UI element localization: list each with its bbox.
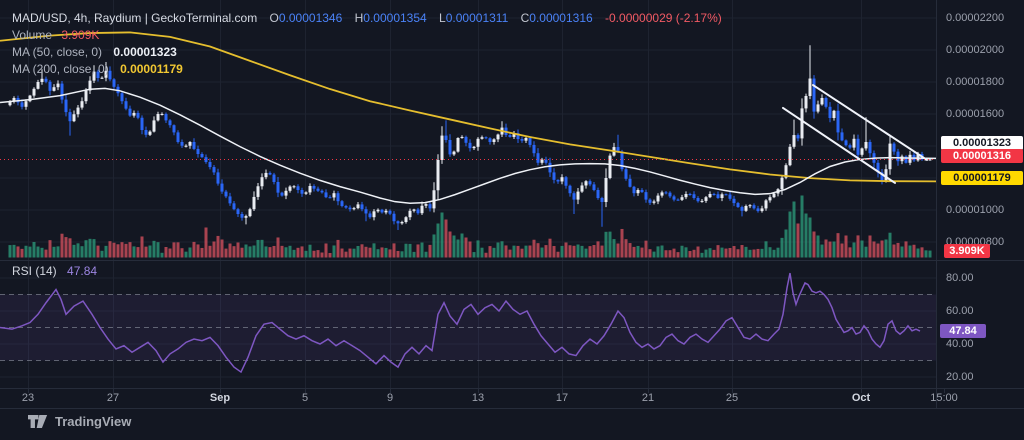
symbol-row[interactable]: MAD/USD, 4h, Raydium | GeckoTerminal.com…	[12, 10, 722, 27]
symbol-title[interactable]: MAD/USD, 4h, Raydium | GeckoTerminal.com	[12, 11, 258, 25]
volume-label: Volume	[12, 28, 53, 42]
close-value: 0.00001316	[529, 11, 593, 25]
volume-value: 3.909K	[61, 28, 100, 42]
tradingview-logo-icon	[28, 414, 48, 429]
open-value: 0.00001346	[278, 11, 343, 25]
low-label: L	[439, 11, 446, 25]
ma200-legend-row[interactable]: MA (200, close, 0) 0.00001179	[12, 61, 722, 78]
rsi-label: RSI (14)	[12, 264, 57, 278]
tradingview-attribution-link[interactable]: TradingView	[28, 414, 131, 429]
low-value: 0.00001311	[445, 11, 509, 25]
open-label: O	[269, 11, 279, 25]
high-value: 0.00001354	[363, 11, 427, 25]
high-label: H	[354, 11, 364, 25]
ma200-value: 0.00001179	[120, 62, 183, 76]
rsi-legend-row[interactable]: RSI (14) 47.84	[12, 264, 97, 278]
chart-legend: MAD/USD, 4h, Raydium | GeckoTerminal.com…	[12, 10, 722, 78]
ma50-legend-row[interactable]: MA (50, close, 0) 0.00001323	[12, 44, 722, 61]
ma50-label: MA (50, close, 0)	[12, 45, 103, 59]
volume-legend-row[interactable]: Volume 3.909K	[12, 27, 722, 44]
ma50-value: 0.00001323	[113, 45, 177, 59]
rsi-value: 47.84	[67, 264, 98, 278]
tradingview-brand-text: TradingView	[55, 414, 132, 429]
close-label: C	[520, 11, 530, 25]
change-value: -0.00000029 (-2.17%)	[605, 11, 722, 25]
ma200-label: MA (200, close, 0)	[12, 62, 109, 76]
